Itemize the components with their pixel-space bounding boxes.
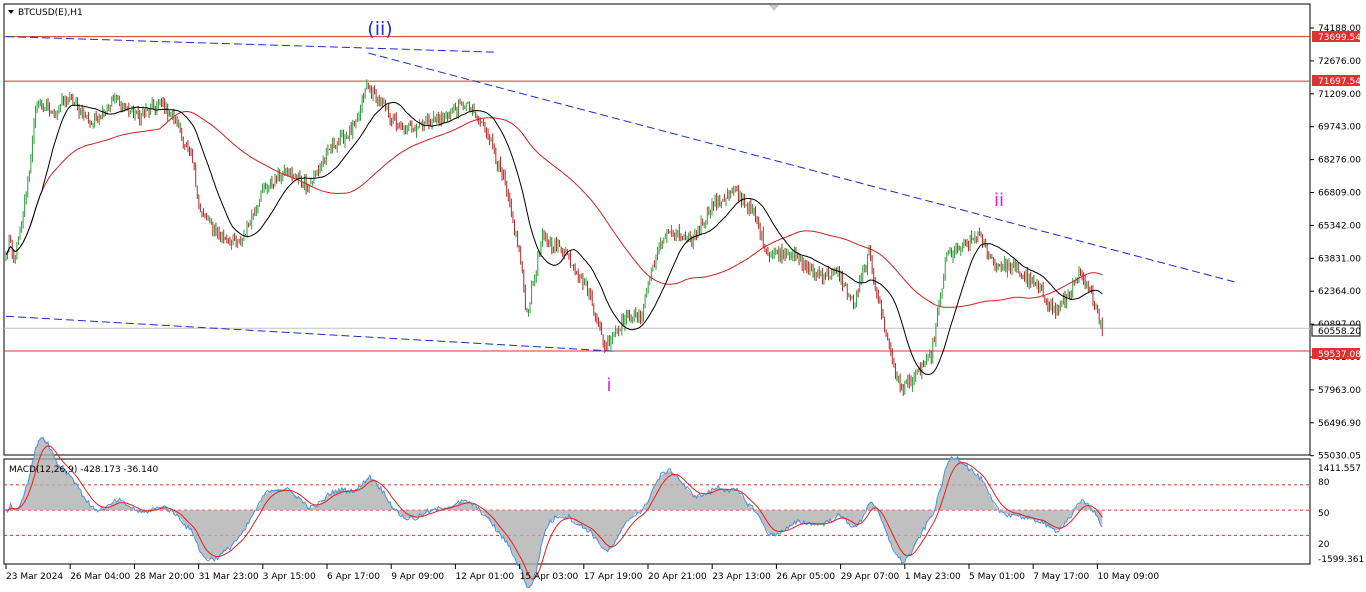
macd-tick-label-2: 50	[1318, 509, 1330, 519]
level-tag-res-upper-text: 73699.54	[1318, 33, 1361, 43]
time-tick-label-15: 5 May 01:00	[969, 572, 1025, 582]
trendline-upper-left[interactable]	[5, 36, 496, 53]
price-tick-label-12: 56496.90	[1318, 419, 1361, 429]
macd-label: MACD(12,26,9) -428.173 -36.140	[9, 465, 159, 475]
time-tick-label-1: 26 Mar 04:00	[70, 572, 130, 582]
moving-average-fast[interactable]	[5, 102, 1103, 375]
macd-signal-line	[5, 445, 1103, 580]
price-tick-label-2: 71209.00	[1318, 90, 1361, 100]
level-tag-res-lower: 71697.54	[1312, 75, 1361, 87]
moving-average-slow[interactable]	[5, 110, 1103, 308]
levels-layer	[4, 36, 1310, 352]
level-tag-current-text: 60558.20	[1318, 327, 1361, 337]
price-tick-label-1: 72676.00	[1318, 57, 1361, 67]
level-tag-support-text: 59537.08	[1318, 350, 1361, 360]
price-tick-label-13: 55030.05	[1318, 452, 1361, 462]
time-tick-label-4: 3 Apr 15:00	[263, 572, 316, 582]
time-tick-label-17: 10 May 09:00	[1097, 572, 1159, 582]
price-tick-label-4: 68276.00	[1318, 156, 1361, 166]
macd-layer	[4, 437, 1310, 589]
price-tick-label-7: 63831.00	[1318, 254, 1361, 264]
macd-main-line	[5, 437, 1103, 589]
trendline-descending[interactable]	[368, 52, 1235, 283]
ma-layer	[5, 102, 1103, 375]
candles-layer	[5, 79, 1103, 397]
time-tick-label-7: 12 Apr 01:00	[455, 572, 514, 582]
time-tick-label-10: 20 Apr 21:00	[648, 572, 707, 582]
macd-tick-label-4: -1599.361	[1318, 555, 1364, 565]
time-tick-label-8: 15 Apr 03:00	[520, 572, 579, 582]
level-tag-res-upper: 73699.54	[1312, 31, 1361, 43]
wave-label-ii: ii	[994, 190, 1004, 211]
level-tag-support: 59537.08	[1312, 348, 1361, 360]
symbol-dropdown-icon[interactable]	[8, 10, 14, 14]
time-tick-label-5: 6 Apr 17:00	[327, 572, 380, 582]
time-tick-label-16: 7 May 17:00	[1033, 572, 1089, 582]
macd-tick-label-0: 1411.557	[1318, 464, 1361, 474]
price-tick-label-3: 69743.00	[1318, 123, 1361, 133]
time-tick-label-0: 23 Mar 2024	[6, 572, 63, 582]
trendline-lower[interactable]	[5, 315, 618, 352]
price-tick-label-5: 66809.00	[1318, 189, 1361, 199]
level-tag-res-lower-text: 71697.54	[1318, 77, 1361, 87]
price-tick-label-0: 74188.00	[1318, 24, 1361, 34]
macd-histogram	[6, 437, 1103, 589]
wave-label-ii-major: (ii)	[367, 18, 392, 40]
macd-tick-label-1: 80	[1318, 478, 1330, 488]
time-tick-label-9: 17 Apr 19:00	[584, 572, 643, 582]
time-tick-label-12: 26 Apr 05:00	[776, 572, 835, 582]
price-tick-label-8: 62364.00	[1318, 287, 1361, 297]
time-tick-label-2: 28 Mar 20:00	[134, 572, 194, 582]
time-tick-label-13: 29 Apr 07:00	[841, 572, 900, 582]
level-tag-current: 60558.20	[1311, 324, 1361, 337]
macd-tick-label-3: 20	[1318, 540, 1330, 550]
symbol-label: BTCUSD(E),H1	[18, 8, 83, 18]
time-tick-label-14: 1 May 23:00	[905, 572, 961, 582]
time-tick-label-3: 31 Mar 23:00	[199, 572, 259, 582]
wave-label-i: i	[606, 375, 611, 396]
scroll-marker-icon[interactable]	[769, 5, 779, 11]
time-tick-label-6: 9 Apr 09:00	[391, 572, 444, 582]
main-pane[interactable]	[3, 3, 1311, 456]
price-tick-label-11: 57963.00	[1318, 386, 1361, 396]
time-tick-label-11: 23 Apr 13:00	[712, 572, 771, 582]
trendlines-layer	[5, 36, 1235, 352]
price-tick-label-6: 65342.00	[1318, 221, 1361, 231]
